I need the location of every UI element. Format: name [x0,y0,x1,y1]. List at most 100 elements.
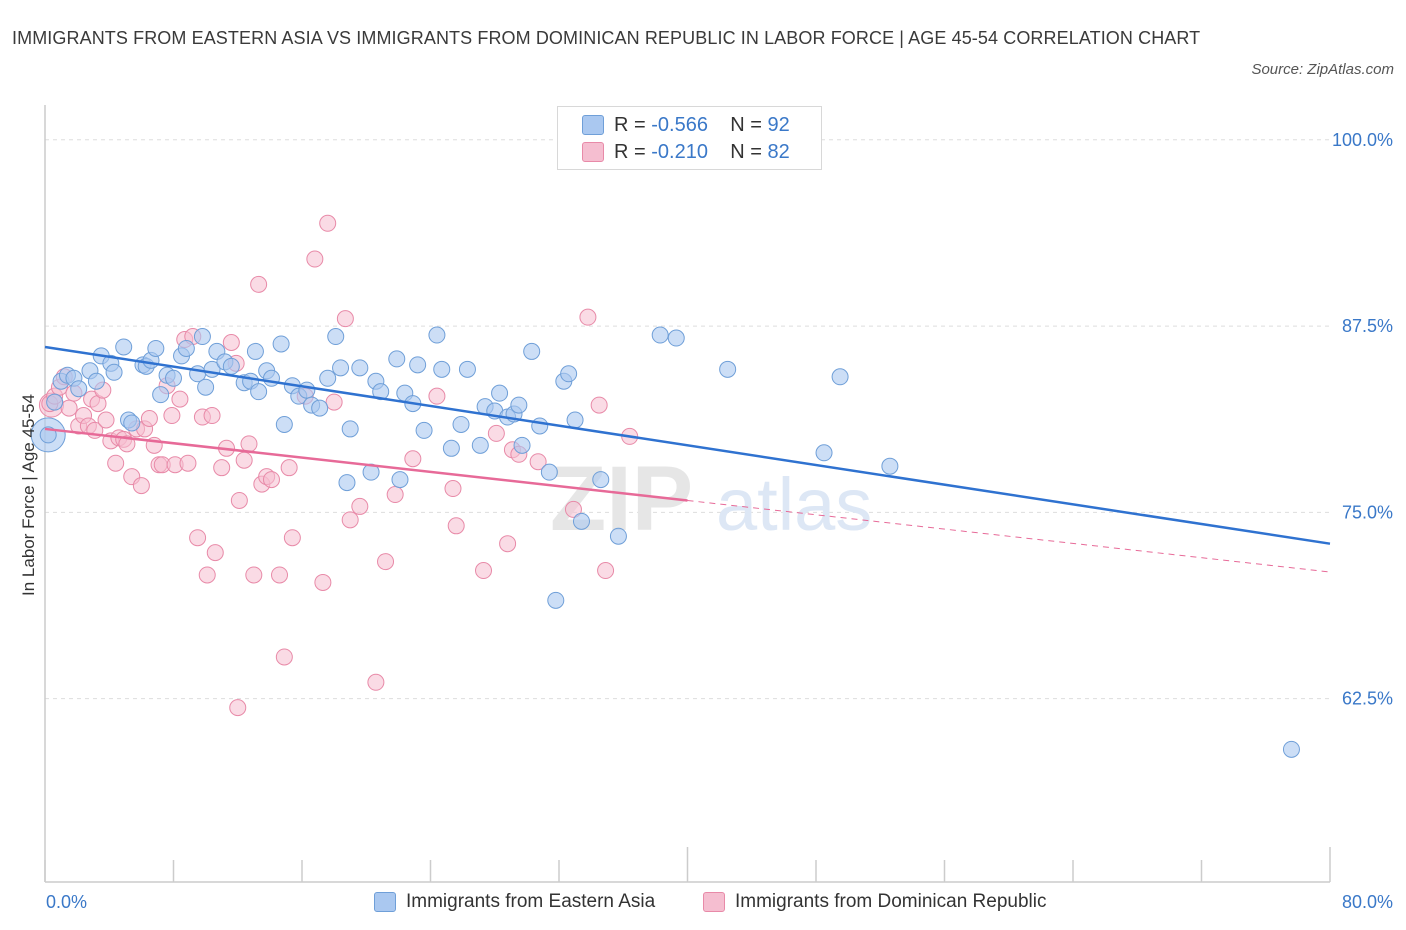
data-point [245,566,263,584]
data-point [213,459,231,477]
data-point [123,414,141,432]
data-point [388,350,406,368]
watermark: ZIP atlas [550,448,872,550]
data-point [471,436,489,454]
data-point [115,338,133,356]
n-label: N = [730,114,762,136]
data-point [491,384,509,402]
trend-line-dominican [44,427,688,502]
data-point [132,477,150,495]
data-point [97,411,115,429]
data-point [523,342,541,360]
data-point [152,386,170,404]
data-point [250,383,268,401]
data-point [327,328,345,346]
data-point [70,380,88,398]
data-point [271,566,289,584]
data-point [314,573,332,591]
axes [44,105,1331,883]
data-point [609,527,627,545]
watermark-atlas: atlas [716,463,872,546]
data-point [444,480,462,498]
data-point [442,439,460,457]
data-point [203,407,221,425]
bottom-legend-swatch-blue [374,892,396,912]
data-point [118,435,136,453]
data-point [831,368,849,386]
data-point [815,444,833,462]
data-point [193,328,211,346]
n-value-eastern-asia: 92 [767,114,790,136]
y-tick-label: 62.5% [1342,689,1393,709]
data-point [325,393,343,411]
data-point [240,435,258,453]
data-point [1282,740,1300,758]
data-point [475,562,493,580]
data-point [510,396,528,414]
series-dominican-points [38,214,639,717]
data-point [531,417,549,435]
data-point [338,474,356,492]
data-point [171,390,189,408]
data-point [579,308,597,326]
data-point [235,451,253,469]
data-point [367,673,385,691]
data-point [336,310,354,328]
data-point [222,357,240,375]
data-point [590,396,608,414]
data-point [560,365,578,383]
tick-labels: 62.5% 75.0% 87.5% 100.0% 0.0% 80.0% [46,130,1393,912]
r-value-eastern-asia: -0.566 [651,114,708,136]
data-point [140,410,158,428]
trend-line-eastern-asia [44,345,1331,545]
data-point [275,648,293,666]
data-point [377,553,395,571]
data-point [540,463,558,481]
data-point [452,415,470,433]
data-point [458,360,476,378]
data-point [428,326,446,344]
data-point [306,250,324,268]
data-point [881,457,899,475]
data-point [105,363,123,381]
chart-title: IMMIGRANTS FROM EASTERN ASIA VS IMMIGRAN… [12,28,1201,48]
data-point [319,369,337,387]
data-point [298,381,316,399]
y-tick-label: 87.5% [1342,316,1393,336]
data-point [206,544,224,562]
bottom-legend-swatch-pink [703,892,725,912]
trend-line-dominican-extension [687,499,1331,573]
x-tick-label: 0.0% [46,892,87,912]
data-point [415,421,433,439]
data-point [547,591,565,609]
data-point [163,407,181,425]
x-tick-label: 80.0% [1342,892,1393,912]
data-point [404,450,422,468]
data-point [667,329,685,347]
legend-text: R = -0.566 N = 92 [614,112,790,138]
data-point [229,699,247,717]
data-point [351,359,369,377]
data-point [275,415,293,433]
r-value-dominican: -0.210 [651,141,708,163]
data-point [60,399,78,417]
data-point [566,411,584,429]
source-label: Source: ZipAtlas.com [1251,61,1394,78]
data-point [391,471,409,489]
data-point [341,511,359,529]
legend-swatch-pink [582,142,604,162]
data-point [165,369,182,387]
data-point [179,454,197,472]
legend-text: R = -0.210 N = 82 [614,139,790,165]
n-value-dominican: 82 [767,141,790,163]
data-point [198,566,216,584]
legend-box: R = -0.566 N = 92 R = -0.210 N = 82 [557,106,822,170]
legend-swatch-blue [582,115,604,135]
data-point [651,326,669,344]
data-point [283,529,301,547]
data-point [719,360,737,378]
data-point [572,512,590,530]
data-point [351,497,369,515]
data-point [250,275,268,293]
